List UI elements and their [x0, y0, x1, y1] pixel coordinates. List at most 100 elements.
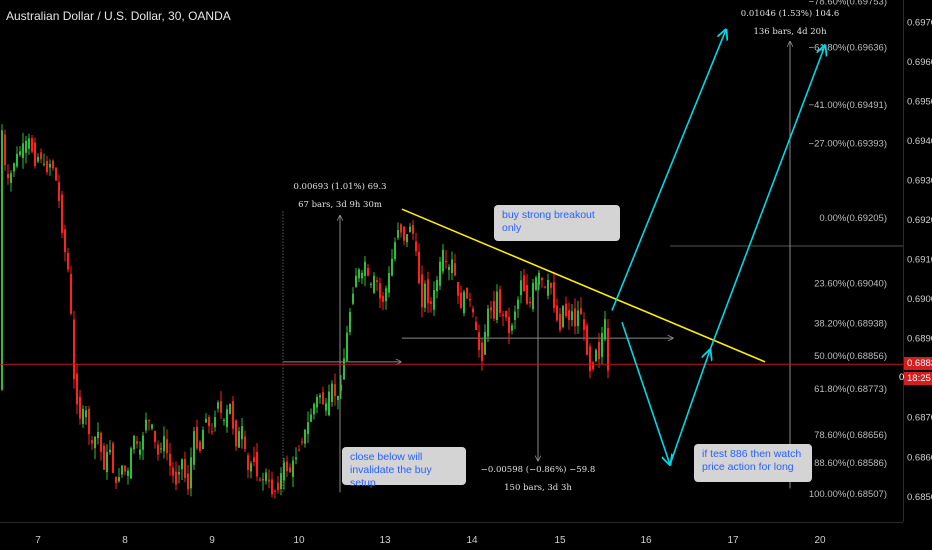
- y-tick-label: 0.69300: [907, 175, 932, 186]
- candle-body: [373, 275, 375, 293]
- projection-arrow[interactable]: [709, 45, 825, 351]
- candle-body: [79, 396, 81, 419]
- x-tick-label: 7: [35, 535, 41, 546]
- fib-level-label: 88.60%(0.68586): [814, 458, 887, 469]
- candle-body: [547, 280, 549, 296]
- trendline[interactable]: [401, 208, 766, 363]
- candle-body: [238, 431, 240, 448]
- candle-body: [382, 295, 384, 302]
- candle-body: [43, 163, 45, 165]
- fib-level-label: −61.80%(0.69636): [809, 43, 887, 54]
- candle-body: [328, 391, 330, 416]
- candle-body: [508, 316, 510, 334]
- x-tick-label: 8: [122, 535, 128, 546]
- candle-body: [577, 310, 579, 326]
- y-tick-label: 0.69500: [907, 96, 932, 107]
- x-tick-label: 14: [466, 535, 478, 546]
- candle-body: [391, 258, 393, 276]
- candle-body: [352, 293, 354, 304]
- countdown-badge: 18:25: [904, 372, 932, 385]
- price-indicator: 0: [899, 372, 905, 383]
- candle-body: [142, 435, 144, 450]
- candle-body: [520, 280, 522, 296]
- candle-body: [496, 291, 498, 321]
- fib-level-label: −41.00%(0.69491): [809, 100, 887, 111]
- candle-body: [253, 457, 255, 463]
- candle-body: [340, 384, 342, 391]
- breakout-note[interactable]: buy strong breakout only: [494, 205, 620, 241]
- invalidate-note[interactable]: close below will invalidate the buy setu…: [342, 447, 466, 489]
- x-tick-label: 15: [554, 535, 566, 546]
- candle-body: [67, 252, 69, 270]
- candle-body: [601, 332, 603, 357]
- y-tick-label: 0.68900: [907, 334, 932, 345]
- candle-body: [148, 420, 150, 422]
- candle-body: [586, 325, 588, 355]
- candle-body: [214, 417, 216, 428]
- candle-body: [166, 439, 168, 454]
- fib-level-label: 38.20%(0.68938): [814, 319, 887, 330]
- x-tick-label: 16: [640, 535, 652, 546]
- candle-body: [421, 274, 423, 308]
- candle-body: [193, 431, 195, 465]
- candle-body: [427, 279, 429, 304]
- candle-body: [409, 226, 411, 233]
- invalidate-note-line2: invalidate the buy setup: [350, 464, 432, 489]
- candle-body: [64, 229, 66, 253]
- candle-body: [580, 308, 582, 315]
- candle-body: [175, 471, 177, 485]
- candle-body: [592, 362, 594, 370]
- candle-body: [133, 435, 135, 450]
- candle-body: [538, 272, 540, 285]
- candle-body: [205, 418, 207, 423]
- candle-body: [517, 299, 519, 309]
- candle-body: [505, 310, 507, 318]
- y-tick-label: 0.69100: [907, 255, 932, 266]
- y-tick-label: 0.69200: [907, 215, 932, 226]
- measure-label-1b: 67 bars, 3d 9h 30m: [298, 200, 382, 210]
- candle-body: [52, 160, 54, 169]
- candle-body: [196, 426, 198, 449]
- fib-level-label: 61.80%(0.68773): [814, 384, 887, 395]
- projection-arrow[interactable]: [669, 350, 710, 465]
- measure-tools: [282, 42, 790, 493]
- projection-arrows: [611, 30, 825, 465]
- candle-body: [535, 277, 537, 290]
- x-tick-label: 9: [209, 535, 215, 546]
- y-tick-label: 0.68600: [907, 452, 932, 463]
- candle-body: [400, 224, 402, 233]
- candle-body: [229, 403, 231, 414]
- invalidate-note-line1: close below will: [350, 451, 423, 463]
- projection-arrow[interactable]: [621, 322, 670, 464]
- y-tick-label: 0.68500: [907, 492, 932, 503]
- y-tick-label: 0.69700: [907, 17, 932, 28]
- candle-body: [556, 305, 558, 321]
- candle-body: [40, 152, 42, 160]
- candle-body: [511, 325, 513, 331]
- projection-arrow[interactable]: [611, 30, 726, 311]
- watch-note-line1: if test 886 then watch: [702, 448, 802, 460]
- candle-body: [376, 280, 378, 283]
- candle-body: [370, 283, 372, 285]
- candle-body: [151, 424, 153, 429]
- watch-note[interactable]: if test 886 then watch price action for …: [694, 444, 812, 482]
- candle-body: [283, 462, 285, 481]
- candle-body: [403, 226, 405, 241]
- candle-body: [424, 283, 426, 308]
- y-tick-label: 0.68700: [907, 413, 932, 424]
- candle-body: [553, 282, 555, 309]
- candle-body: [415, 241, 417, 252]
- candle-body: [466, 287, 468, 299]
- measure-label-1a: 0.00693 (1.01%) 69.3: [293, 181, 386, 192]
- candle-body: [463, 291, 465, 314]
- candle-body: [292, 460, 294, 477]
- candle-body: [589, 346, 591, 372]
- candle-body: [112, 443, 114, 473]
- candle-body: [514, 311, 516, 321]
- candle-body: [235, 420, 237, 447]
- candle-body: [16, 153, 18, 167]
- chart-title: Australian Dollar / U.S. Dollar, 30, OAN…: [6, 9, 231, 23]
- candle-body: [154, 430, 156, 443]
- x-tick-label: 20: [814, 535, 826, 546]
